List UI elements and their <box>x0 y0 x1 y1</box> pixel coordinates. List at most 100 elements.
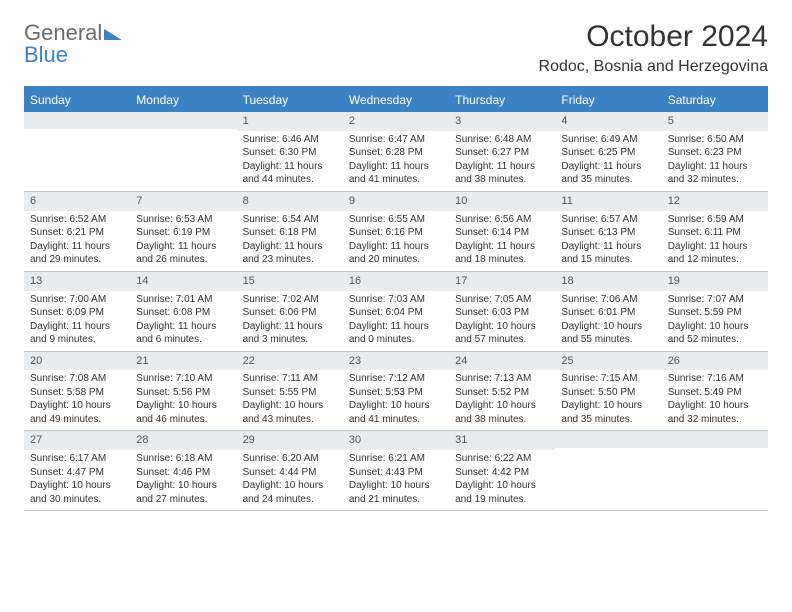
day-body <box>555 448 661 504</box>
sunset-text: Sunset: 6:11 PM <box>668 226 762 240</box>
day-number: 31 <box>449 431 555 450</box>
day-cell: 22Sunrise: 7:11 AMSunset: 5:55 PMDayligh… <box>237 352 343 431</box>
sunrise-text: Sunrise: 6:55 AM <box>349 213 443 227</box>
day-header-wed: Wednesday <box>343 88 449 112</box>
day-number: 30 <box>343 431 449 450</box>
day-cell: 7Sunrise: 6:53 AMSunset: 6:19 PMDaylight… <box>130 192 236 271</box>
day-number: 13 <box>24 272 130 291</box>
day-number <box>662 431 768 448</box>
daylight-text: Daylight: 10 hours and 24 minutes. <box>243 479 337 506</box>
daylight-text: Daylight: 10 hours and 43 minutes. <box>243 399 337 426</box>
day-number: 9 <box>343 192 449 211</box>
sunset-text: Sunset: 5:58 PM <box>30 386 124 400</box>
day-body: Sunrise: 6:57 AMSunset: 6:13 PMDaylight:… <box>555 211 661 271</box>
day-body: Sunrise: 6:55 AMSunset: 6:16 PMDaylight:… <box>343 211 449 271</box>
day-number: 4 <box>555 112 661 131</box>
calendar: Sunday Monday Tuesday Wednesday Thursday… <box>24 86 768 511</box>
day-number: 12 <box>662 192 768 211</box>
day-body: Sunrise: 6:53 AMSunset: 6:19 PMDaylight:… <box>130 211 236 271</box>
sunrise-text: Sunrise: 6:17 AM <box>30 452 124 466</box>
sunset-text: Sunset: 6:08 PM <box>136 306 230 320</box>
week-row: 1Sunrise: 6:46 AMSunset: 6:30 PMDaylight… <box>24 112 768 192</box>
sunset-text: Sunset: 6:09 PM <box>30 306 124 320</box>
day-number: 15 <box>237 272 343 291</box>
logo-triangle-icon <box>104 26 122 45</box>
day-body: Sunrise: 7:02 AMSunset: 6:06 PMDaylight:… <box>237 291 343 351</box>
day-cell <box>130 112 236 191</box>
sunrise-text: Sunrise: 7:05 AM <box>455 293 549 307</box>
day-cell: 28Sunrise: 6:18 AMSunset: 4:46 PMDayligh… <box>130 431 236 510</box>
daylight-text: Daylight: 10 hours and 30 minutes. <box>30 479 124 506</box>
day-number <box>130 112 236 129</box>
sunrise-text: Sunrise: 6:56 AM <box>455 213 549 227</box>
day-cell: 23Sunrise: 7:12 AMSunset: 5:53 PMDayligh… <box>343 352 449 431</box>
day-number: 8 <box>237 192 343 211</box>
daylight-text: Daylight: 10 hours and 41 minutes. <box>349 399 443 426</box>
day-body: Sunrise: 6:47 AMSunset: 6:28 PMDaylight:… <box>343 131 449 191</box>
daylight-text: Daylight: 10 hours and 19 minutes. <box>455 479 549 506</box>
sunrise-text: Sunrise: 6:57 AM <box>561 213 655 227</box>
day-number: 24 <box>449 352 555 371</box>
weeks-container: 1Sunrise: 6:46 AMSunset: 6:30 PMDaylight… <box>24 112 768 511</box>
day-cell: 19Sunrise: 7:07 AMSunset: 5:59 PMDayligh… <box>662 272 768 351</box>
day-body: Sunrise: 6:21 AMSunset: 4:43 PMDaylight:… <box>343 450 449 510</box>
sunrise-text: Sunrise: 7:15 AM <box>561 372 655 386</box>
day-body: Sunrise: 7:01 AMSunset: 6:08 PMDaylight:… <box>130 291 236 351</box>
daylight-text: Daylight: 10 hours and 38 minutes. <box>455 399 549 426</box>
sunrise-text: Sunrise: 7:10 AM <box>136 372 230 386</box>
daylight-text: Daylight: 11 hours and 26 minutes. <box>136 240 230 267</box>
daylight-text: Daylight: 11 hours and 12 minutes. <box>668 240 762 267</box>
day-header-tue: Tuesday <box>237 88 343 112</box>
day-body: Sunrise: 6:59 AMSunset: 6:11 PMDaylight:… <box>662 211 768 271</box>
day-number: 10 <box>449 192 555 211</box>
day-body: Sunrise: 7:16 AMSunset: 5:49 PMDaylight:… <box>662 370 768 430</box>
day-number: 1 <box>237 112 343 131</box>
daylight-text: Daylight: 11 hours and 0 minutes. <box>349 320 443 347</box>
day-body: Sunrise: 7:15 AMSunset: 5:50 PMDaylight:… <box>555 370 661 430</box>
sunrise-text: Sunrise: 6:47 AM <box>349 133 443 147</box>
day-number: 6 <box>24 192 130 211</box>
title-block: October 2024 Rodoc, Bosnia and Herzegovi… <box>539 20 768 76</box>
daylight-text: Daylight: 10 hours and 55 minutes. <box>561 320 655 347</box>
day-body: Sunrise: 6:54 AMSunset: 6:18 PMDaylight:… <box>237 211 343 271</box>
day-number: 29 <box>237 431 343 450</box>
day-header-thu: Thursday <box>449 88 555 112</box>
sunrise-text: Sunrise: 7:06 AM <box>561 293 655 307</box>
day-number: 18 <box>555 272 661 291</box>
day-cell: 25Sunrise: 7:15 AMSunset: 5:50 PMDayligh… <box>555 352 661 431</box>
sunrise-text: Sunrise: 7:12 AM <box>349 372 443 386</box>
daylight-text: Daylight: 10 hours and 57 minutes. <box>455 320 549 347</box>
day-header-sun: Sunday <box>24 88 130 112</box>
daylight-text: Daylight: 11 hours and 29 minutes. <box>30 240 124 267</box>
sunset-text: Sunset: 6:19 PM <box>136 226 230 240</box>
day-cell: 5Sunrise: 6:50 AMSunset: 6:23 PMDaylight… <box>662 112 768 191</box>
sunrise-text: Sunrise: 7:11 AM <box>243 372 337 386</box>
sunrise-text: Sunrise: 6:18 AM <box>136 452 230 466</box>
sunset-text: Sunset: 5:56 PM <box>136 386 230 400</box>
sunset-text: Sunset: 6:04 PM <box>349 306 443 320</box>
day-body: Sunrise: 7:05 AMSunset: 6:03 PMDaylight:… <box>449 291 555 351</box>
day-cell: 26Sunrise: 7:16 AMSunset: 5:49 PMDayligh… <box>662 352 768 431</box>
sunset-text: Sunset: 4:42 PM <box>455 466 549 480</box>
day-body: Sunrise: 7:06 AMSunset: 6:01 PMDaylight:… <box>555 291 661 351</box>
month-title: October 2024 <box>539 20 768 54</box>
daylight-text: Daylight: 11 hours and 32 minutes. <box>668 160 762 187</box>
day-number <box>555 431 661 448</box>
day-cell: 14Sunrise: 7:01 AMSunset: 6:08 PMDayligh… <box>130 272 236 351</box>
logo-text-block: General Blue <box>24 20 122 68</box>
day-cell: 31Sunrise: 6:22 AMSunset: 4:42 PMDayligh… <box>449 431 555 510</box>
day-body: Sunrise: 7:10 AMSunset: 5:56 PMDaylight:… <box>130 370 236 430</box>
day-number: 3 <box>449 112 555 131</box>
day-cell: 11Sunrise: 6:57 AMSunset: 6:13 PMDayligh… <box>555 192 661 271</box>
day-body: Sunrise: 7:13 AMSunset: 5:52 PMDaylight:… <box>449 370 555 430</box>
sunrise-text: Sunrise: 6:49 AM <box>561 133 655 147</box>
day-cell <box>555 431 661 510</box>
week-row: 27Sunrise: 6:17 AMSunset: 4:47 PMDayligh… <box>24 431 768 511</box>
daylight-text: Daylight: 11 hours and 44 minutes. <box>243 160 337 187</box>
day-cell <box>24 112 130 191</box>
day-body: Sunrise: 6:50 AMSunset: 6:23 PMDaylight:… <box>662 131 768 191</box>
daylight-text: Daylight: 10 hours and 32 minutes. <box>668 399 762 426</box>
day-body: Sunrise: 7:11 AMSunset: 5:55 PMDaylight:… <box>237 370 343 430</box>
daylight-text: Daylight: 11 hours and 9 minutes. <box>30 320 124 347</box>
sunset-text: Sunset: 6:30 PM <box>243 146 337 160</box>
